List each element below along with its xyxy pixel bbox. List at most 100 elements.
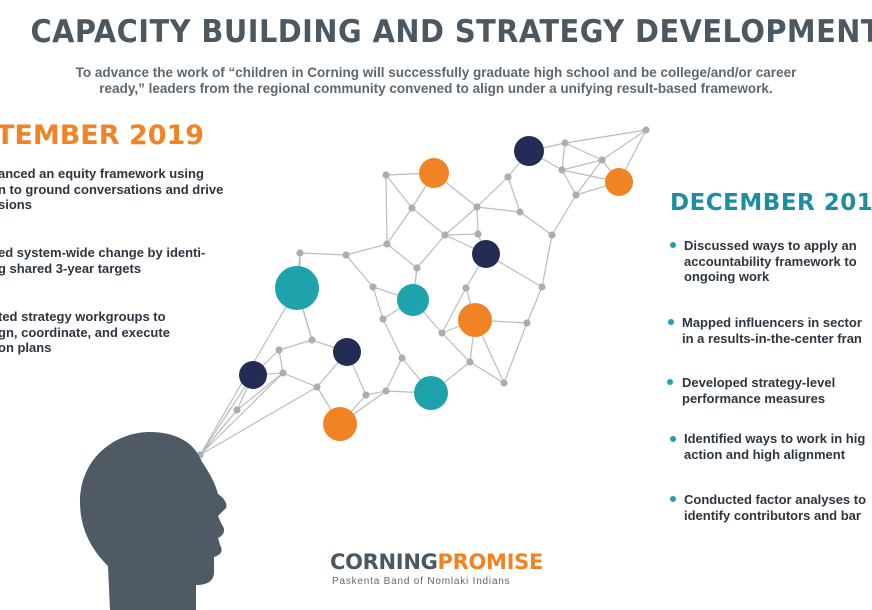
- network-small-node: [233, 406, 241, 414]
- december-item-1: Discussed ways to apply an accountabilit…: [684, 238, 857, 284]
- network-edge: [278, 339, 313, 351]
- september-item-2: ed system-wide change by identi- g share…: [0, 245, 206, 276]
- network-small-node: [382, 171, 390, 179]
- bullet-icon: [667, 379, 673, 385]
- network-small-node: [308, 336, 316, 344]
- network-small-node: [473, 203, 481, 211]
- december-heading: DECEMBER 2019: [670, 190, 872, 216]
- network-small-node: [342, 251, 350, 259]
- network-edge: [564, 142, 603, 161]
- september-item-3: ted strategy workgroups to gn, coordinat…: [0, 309, 170, 355]
- subtitle-line-1: To advance the work of “children in Corn…: [75, 65, 797, 80]
- network-edge: [411, 207, 446, 236]
- network-edge: [575, 159, 603, 196]
- network-small-node: [500, 379, 508, 387]
- network-small-node: [523, 319, 531, 327]
- december-item-5: Conducted factor analyses to identify co…: [684, 492, 867, 523]
- network-small-node: [408, 204, 416, 212]
- network-small-node: [275, 346, 283, 354]
- network-small-node: [548, 231, 556, 239]
- network-small-node: [383, 240, 391, 248]
- network-small-node: [441, 231, 449, 239]
- network-edge: [507, 176, 521, 213]
- network-node-orange: [419, 158, 449, 188]
- september-heading: TEMBER 2019: [0, 120, 205, 151]
- network-edge: [476, 206, 479, 235]
- network-edge: [444, 206, 478, 236]
- network-edge: [441, 332, 471, 363]
- network-small-node: [362, 391, 370, 399]
- page-title: CAPACITY BUILDING AND STRATEGY DEVELOPME…: [30, 14, 872, 50]
- network-edge: [476, 206, 521, 213]
- network-edge: [282, 372, 318, 388]
- network-edge: [526, 286, 543, 324]
- network-small-node: [462, 284, 470, 292]
- network-edge: [541, 234, 553, 288]
- network-small-node: [398, 354, 406, 362]
- bullet-icon: [670, 496, 676, 502]
- network-node-teal: [275, 266, 319, 310]
- corning-promise-logo: CORNINGPROMISE: [330, 550, 544, 574]
- network-small-node: [642, 126, 650, 134]
- network-edge: [199, 372, 284, 456]
- network-edge: [441, 287, 467, 334]
- page-subtitle: To advance the work of “children in Corn…: [50, 65, 822, 97]
- network-node-navy: [333, 338, 361, 366]
- network-small-node: [438, 329, 446, 337]
- network-small-node: [382, 387, 390, 395]
- network-edge: [345, 254, 374, 288]
- network-edge: [519, 211, 553, 236]
- network-edge: [561, 169, 577, 196]
- bullet-icon: [670, 242, 676, 248]
- network-edge: [444, 233, 479, 236]
- network-edge: [385, 357, 403, 392]
- bullet-icon: [670, 436, 676, 442]
- network-edge: [551, 194, 577, 236]
- logo-tagline: Paskenta Band of Nomlaki Indians: [332, 576, 511, 587]
- december-item-4: Identified ways to work in hig action an…: [684, 431, 866, 462]
- network-small-node: [279, 369, 287, 377]
- network-edge: [385, 174, 388, 245]
- network-edge: [601, 129, 647, 161]
- network-small-node: [313, 383, 321, 391]
- network-edge: [199, 409, 238, 456]
- network-small-node: [369, 283, 377, 291]
- network-edge: [561, 159, 603, 171]
- network-small-node: [561, 139, 569, 147]
- network-edge: [199, 374, 254, 456]
- network-edge: [372, 286, 384, 320]
- network-edge: [386, 243, 418, 269]
- network-edge: [382, 318, 403, 359]
- network-node-navy: [472, 240, 500, 268]
- bullet-icon: [668, 319, 674, 325]
- network-small-node: [379, 315, 387, 323]
- december-item-3: Developed strategy-level performance mea…: [682, 375, 836, 406]
- network-small-node: [413, 264, 421, 272]
- network-small-node: [558, 166, 566, 174]
- network-edge: [561, 142, 566, 171]
- network-small-node: [538, 283, 546, 291]
- network-edge: [278, 349, 284, 374]
- network-edge: [385, 174, 413, 209]
- network-nodes: [196, 126, 650, 459]
- network-node-teal: [397, 284, 429, 316]
- september-item-1: anced an equity framework using n to gro…: [0, 166, 224, 212]
- network-node-orange: [458, 303, 492, 337]
- network-small-node: [516, 208, 524, 216]
- head-silhouette-icon: [80, 432, 227, 610]
- network-node-teal: [414, 376, 448, 410]
- network-small-node: [466, 358, 474, 366]
- network-edge: [386, 207, 413, 245]
- network-edge: [564, 129, 647, 144]
- network-edge: [199, 386, 318, 456]
- network-edge: [299, 252, 347, 256]
- network-node-orange: [605, 168, 633, 196]
- network-small-node: [572, 191, 580, 199]
- network-edge: [416, 234, 446, 269]
- network-small-node: [504, 173, 512, 181]
- network-small-node: [598, 156, 606, 164]
- network-node-orange: [323, 407, 357, 441]
- network-edge: [476, 176, 509, 208]
- subtitle-line-2: ready,” leaders from the regional commun…: [99, 81, 773, 96]
